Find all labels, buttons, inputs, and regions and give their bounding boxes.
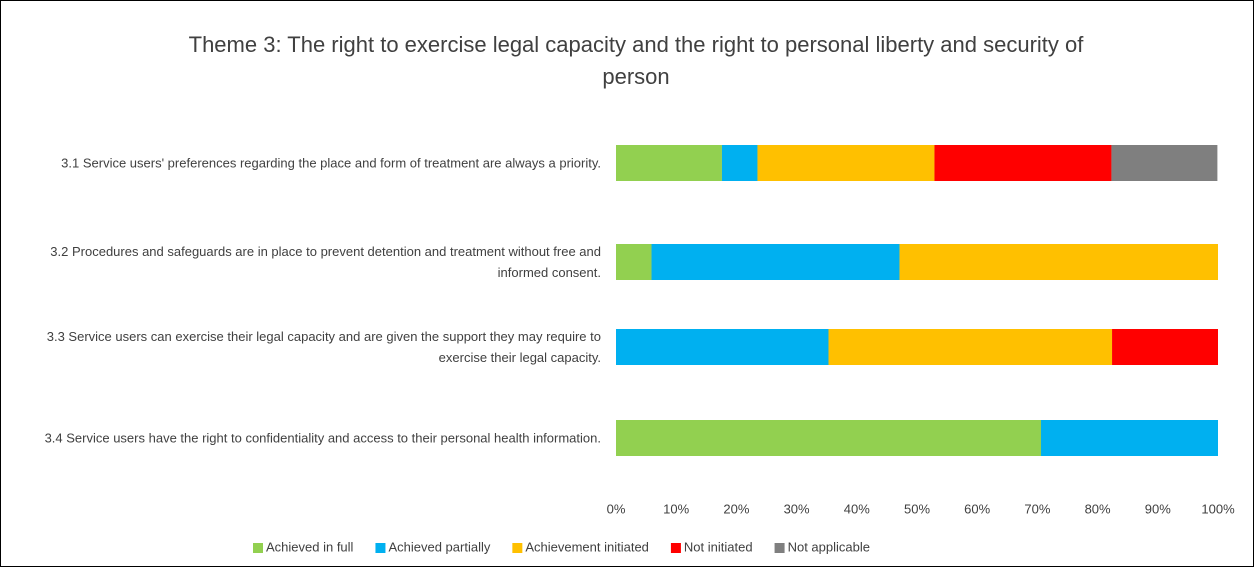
x-tick-label: 70% (1024, 501, 1050, 516)
x-tick-label: 90% (1145, 501, 1171, 516)
x-tick-label: 50% (904, 501, 930, 516)
bar-segment (1112, 329, 1218, 365)
x-tick-label: 60% (964, 501, 990, 516)
legend-swatch (253, 543, 263, 553)
bar-segment (721, 145, 758, 181)
bar-segment (1041, 420, 1218, 456)
legend-label: Not initiated (684, 539, 753, 554)
x-tick-label: 20% (723, 501, 749, 516)
category-label: 3.3 Service users can exercise their leg… (46, 329, 601, 365)
bar-segment (934, 145, 1112, 181)
legend-label: Achievement initiated (525, 539, 649, 554)
bar-segment (651, 244, 900, 280)
x-tick-label: 0% (607, 501, 626, 516)
bar-segment (616, 329, 829, 365)
legend-swatch (512, 543, 523, 553)
x-tick-label: 10% (663, 501, 689, 516)
legend-swatch (375, 543, 386, 553)
legend-swatch (670, 543, 681, 553)
bar-segment (757, 145, 935, 181)
chart-title: Theme 3: The right to exercise legal cap… (188, 32, 1084, 89)
bar-segment (616, 420, 1042, 456)
bar-segment (828, 329, 1113, 365)
category-label: 3.2 Procedures and safeguards are in pla… (50, 244, 601, 280)
legend-label: Achieved partially (388, 539, 490, 554)
bar-segment (616, 145, 722, 181)
x-tick-label: 40% (844, 501, 870, 516)
bar-segment (899, 244, 1218, 280)
bar-segment (1111, 145, 1218, 181)
legend-label: Not applicable (788, 539, 870, 554)
x-tick-label: 80% (1085, 501, 1111, 516)
legend-swatch (774, 543, 785, 553)
legend-label: Achieved in full (266, 539, 354, 554)
category-label: 3.1 Service users' preferences regarding… (61, 155, 601, 171)
x-tick-label: 100% (1201, 501, 1235, 516)
bar-segment (616, 244, 652, 280)
category-label: 3.4 Service users have the right to conf… (44, 430, 601, 446)
x-tick-label: 30% (784, 501, 810, 516)
